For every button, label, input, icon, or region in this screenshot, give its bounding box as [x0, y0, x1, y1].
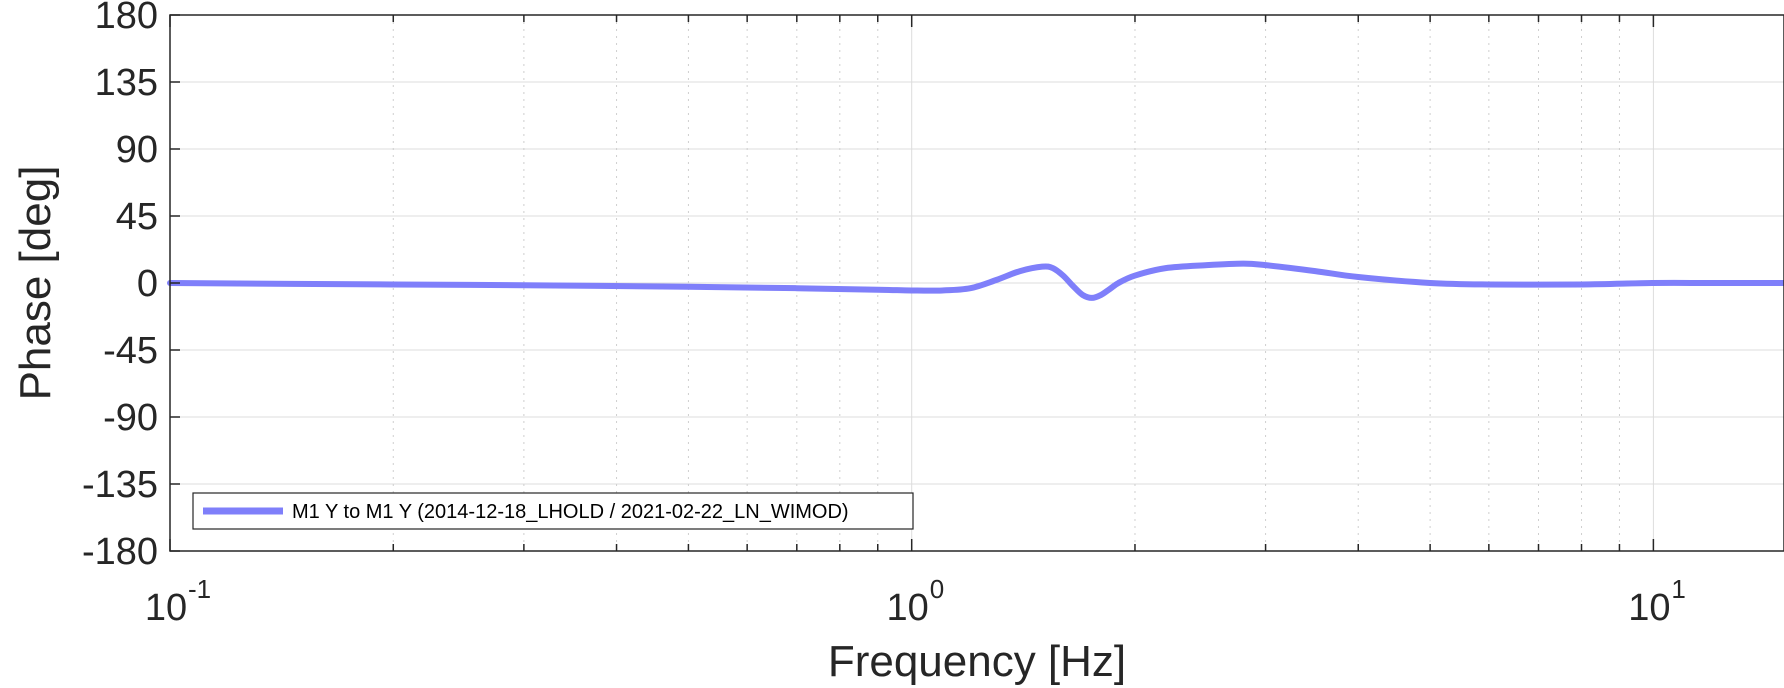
x-tick-base: 10 — [1628, 587, 1670, 629]
y-tick-label: 135 — [95, 62, 158, 104]
series-line — [167, 260, 1784, 301]
x-tick-exponent: 0 — [930, 574, 944, 604]
x-axis-title: Frequency [Hz] — [828, 637, 1126, 686]
y-tick-label: -135 — [82, 464, 158, 506]
y-tick-labels: 180 135 90 45 0 -45 -90 -135 -180 — [82, 0, 158, 573]
y-tick-label: 90 — [116, 129, 158, 171]
series-layer — [167, 260, 1784, 301]
x-tick-exponent: -1 — [188, 574, 211, 604]
legend: M1 Y to M1 Y (2014-12-18_LHOLD / 2021-02… — [192, 492, 914, 530]
x-tick-label: 10 1 — [1628, 574, 1686, 629]
legend-box — [192, 492, 914, 530]
ticks — [169, 14, 1655, 552]
x-tick-base: 10 — [145, 587, 187, 629]
x-tick-label: 10 -1 — [145, 574, 211, 629]
legend-label: M1 Y to M1 Y (2014-12-18_LHOLD / 2021-02… — [292, 501, 849, 523]
y-tick-label: 180 — [95, 0, 158, 37]
x-tick-labels: 10 -1 10 0 10 1 — [145, 574, 1686, 629]
y-tick-label: 0 — [137, 263, 158, 305]
x-tick-base: 10 — [887, 587, 929, 629]
y-tick-label: -90 — [103, 397, 158, 439]
y-axis-title: Phase [deg] — [11, 166, 60, 401]
x-tick-label: 10 0 — [887, 574, 945, 629]
y-tick-label: -45 — [103, 330, 158, 372]
x-tick-exponent: 1 — [1671, 574, 1685, 604]
y-tick-label: -180 — [82, 531, 158, 573]
y-tick-label: 45 — [116, 196, 158, 238]
